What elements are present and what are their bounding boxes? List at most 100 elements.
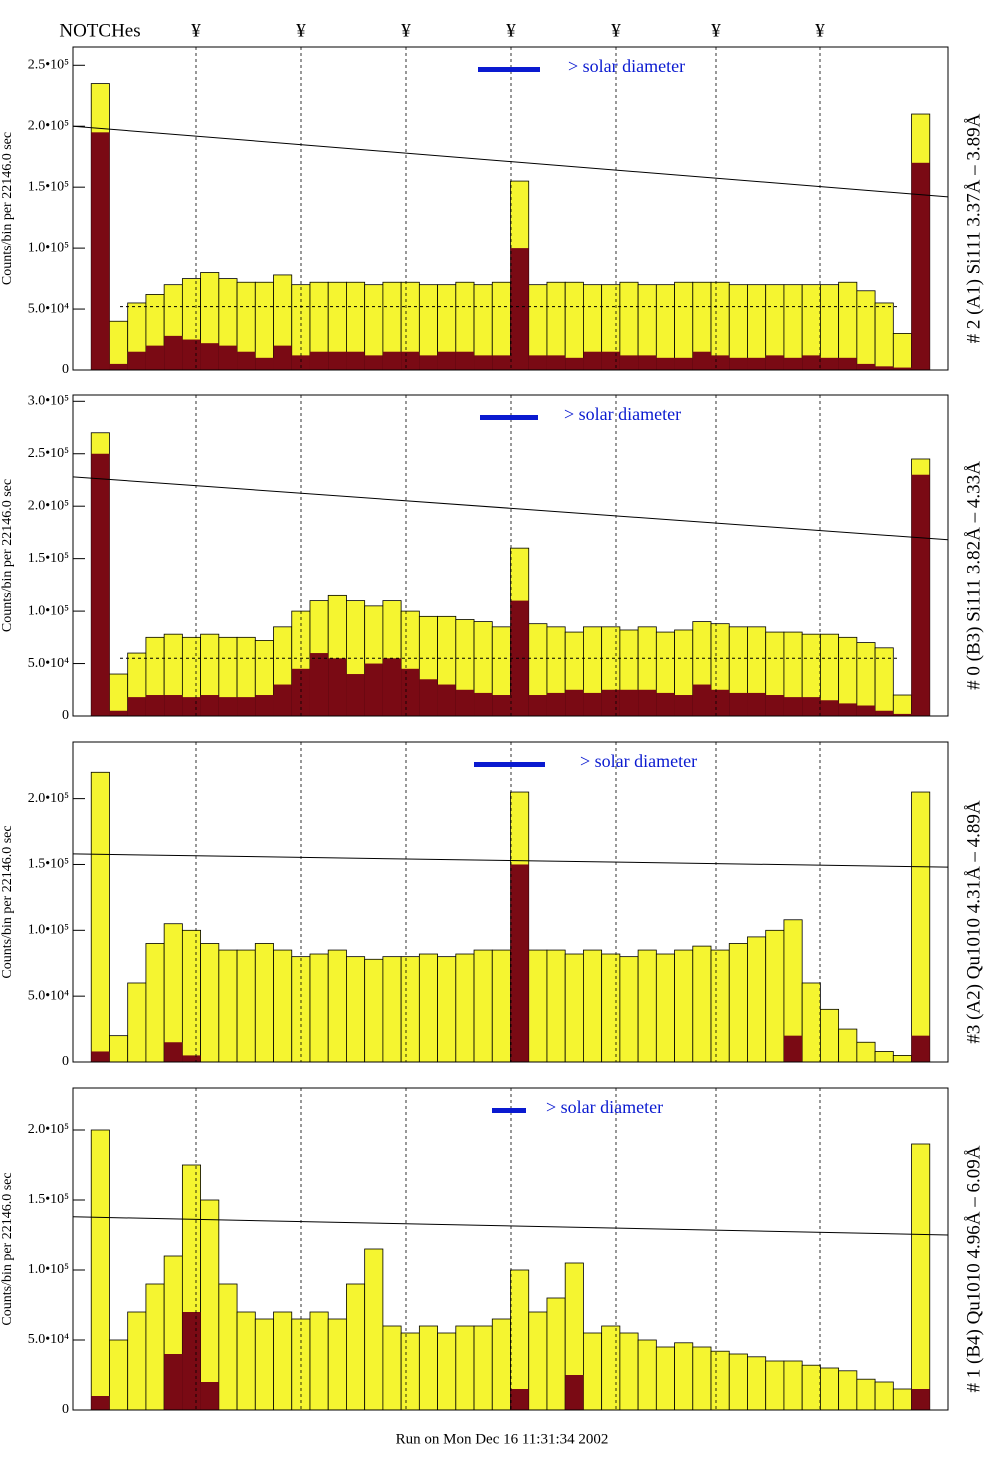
- red-bin: [765, 355, 784, 370]
- red-bin: [237, 697, 256, 716]
- red-bin: [346, 674, 365, 716]
- yellow-bin: [109, 1035, 129, 1063]
- red-bin: [109, 363, 128, 370]
- yellow-bin: [801, 982, 821, 1063]
- red-bin: [692, 684, 712, 716]
- y-tick-label: 1.0•10⁵: [28, 1262, 69, 1277]
- yellow-bin: [856, 642, 876, 717]
- y-tick-label: 2.0•10⁵: [28, 791, 69, 806]
- yellow-bin: [892, 333, 912, 371]
- yellow-bin: [783, 284, 803, 371]
- yellow-bin: [564, 281, 584, 371]
- yellow-bin: [346, 1283, 366, 1411]
- yellow-bin: [455, 1325, 475, 1411]
- red-bin: [474, 692, 493, 716]
- red-bin: [583, 351, 602, 370]
- yellow-bin: [400, 956, 420, 1063]
- red-bin: [729, 692, 748, 716]
- footer: Run on Mon Dec 16 11:31:34 2002: [396, 1431, 609, 1447]
- yellow-bin: [619, 1332, 639, 1411]
- red-bin: [182, 339, 201, 370]
- y-tick-label: 3.0•10⁵: [28, 394, 69, 409]
- yellow-bin: [546, 1297, 566, 1411]
- yellow-bin: [418, 953, 438, 1063]
- yellow-bin: [674, 281, 694, 371]
- yellow-bin: [473, 949, 493, 1063]
- red-bin: [91, 1396, 110, 1410]
- red-bin: [437, 684, 456, 716]
- red-bin: [182, 1055, 201, 1062]
- yellow-bin: [109, 673, 129, 717]
- red-bin: [200, 1382, 219, 1410]
- y-tick-label: 2.5•10⁵: [28, 446, 69, 461]
- red-bin: [619, 355, 639, 370]
- yellow-bin: [200, 943, 220, 1063]
- red-bin: [401, 351, 420, 370]
- yellow-bin: [236, 1311, 256, 1411]
- red-bin: [218, 345, 238, 370]
- red-bin: [893, 713, 912, 716]
- yellow-bin: [619, 956, 639, 1063]
- red-bin: [802, 697, 821, 716]
- red-bin: [455, 689, 475, 716]
- red-bin: [820, 357, 839, 370]
- y-tick-label: 1.0•10⁵: [28, 603, 69, 618]
- yellow-bin: [145, 1283, 165, 1411]
- red-bin: [893, 367, 912, 370]
- diameter-bar: [474, 762, 545, 767]
- red-bin: [510, 1389, 529, 1410]
- red-bin: [200, 695, 219, 716]
- red-bin: [638, 355, 657, 370]
- yellow-bin: [655, 1346, 675, 1411]
- red-bin: [109, 710, 128, 716]
- red-bin: [674, 357, 693, 370]
- red-bin: [455, 351, 475, 370]
- yellow-bin: [218, 949, 238, 1063]
- yellow-bin: [911, 791, 931, 1063]
- red-bin: [218, 697, 238, 716]
- red-bin: [437, 351, 456, 370]
- yellow-bin: [127, 1311, 147, 1411]
- yellow-bin: [874, 302, 894, 371]
- notch-label: ¥: [611, 20, 621, 41]
- yellow-bin: [856, 290, 876, 371]
- red-bin: [674, 695, 693, 716]
- annotation: > solar diameter: [546, 1097, 663, 1117]
- red-bin: [127, 697, 146, 716]
- red-bin: [638, 689, 657, 716]
- yellow-bin: [236, 949, 256, 1063]
- trend-line: [72, 125, 949, 198]
- red-bin: [510, 248, 529, 370]
- red-bin: [164, 695, 183, 716]
- red-bin: [528, 355, 547, 370]
- red-bin: [747, 692, 766, 716]
- frame: [72, 394, 949, 717]
- yellow-bin: [801, 1364, 821, 1411]
- red-bin: [911, 1035, 930, 1062]
- y-tick-label: 5.0•10⁴: [28, 656, 69, 671]
- red-bin: [492, 355, 511, 370]
- red-bin: [510, 864, 529, 1062]
- yellow-bin: [473, 1325, 493, 1411]
- yellow-bin: [437, 1332, 457, 1411]
- yellow-bin: [819, 1367, 840, 1411]
- red-bin: [783, 1035, 803, 1062]
- yellow-bin: [546, 949, 566, 1063]
- yellow-bin: [637, 1339, 657, 1411]
- red-bin: [419, 679, 438, 716]
- yellow-bin: [109, 1339, 129, 1411]
- yellow-bin: [874, 1051, 894, 1063]
- red-bin: [328, 351, 347, 370]
- panel-title: # 2 (A1) Si111 3.37Å – 3.89Å: [963, 113, 984, 343]
- notch-label: ¥: [401, 20, 411, 41]
- red-bin: [583, 692, 602, 716]
- yellow-bin: [254, 943, 274, 1063]
- panel-title: # 0 (B3) Si111 3.82Å – 4.33Å: [963, 461, 984, 690]
- red-bin: [328, 658, 347, 716]
- yellow-bin: [911, 1143, 931, 1411]
- panel-title: # 1 (B4) Qu1010 4.96Å – 6.09Å: [963, 1145, 984, 1392]
- red-bin: [474, 355, 493, 370]
- yellow-bin: [528, 949, 548, 1063]
